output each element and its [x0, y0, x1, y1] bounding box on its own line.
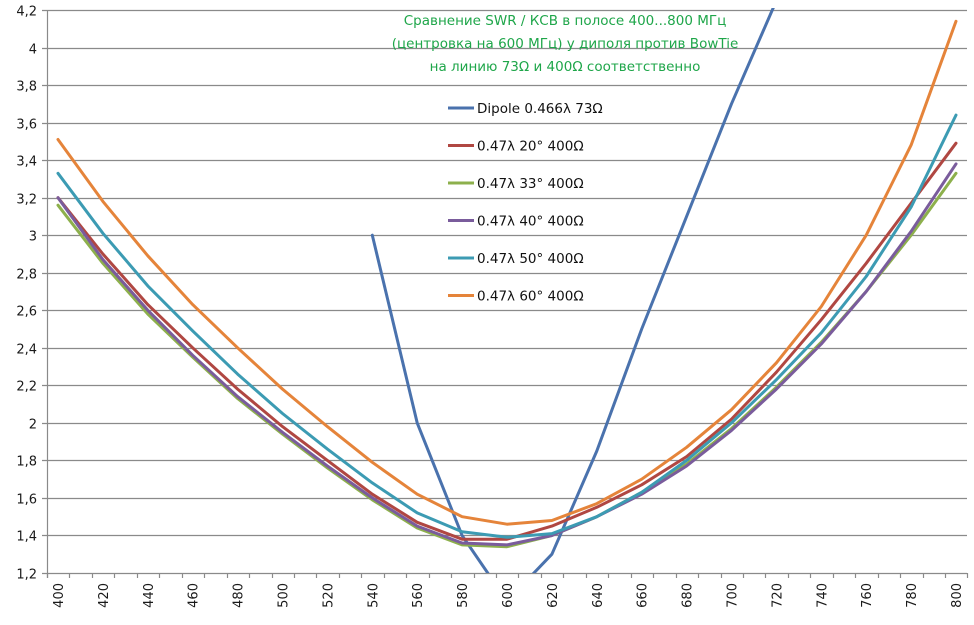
legend-label: 0.47λ 50° 400Ω — [477, 251, 584, 267]
y-tick-label: 3,4 — [16, 155, 37, 170]
x-tick-label: 560 — [411, 583, 426, 608]
y-axis-tick-labels: 1,2 1,4 1,6 1,8 2 2,2 2,4 2,6 2,8 3 3,2 3,4 3,6 3,8 4 4… — [16, 5, 37, 583]
x-tick-label: 460 — [187, 583, 202, 608]
x-tick-label: 520 — [321, 583, 336, 608]
x-axis-tick-labels: 400 420 440 460 480 500 520 540 560 580 600 620 640 6… — [52, 583, 965, 608]
y-tick-label: 1,2 — [16, 568, 37, 583]
legend-item: 0.47λ 60° 400Ω — [448, 289, 584, 305]
y-tick-label: 3,8 — [16, 80, 37, 95]
y-tick-label: 1,4 — [16, 530, 37, 545]
chart-title: Сравнение SWR / КСВ в полосе 400...800 М… — [392, 13, 739, 75]
gridlines — [42, 9, 967, 575]
y-tick-label: 4 — [29, 43, 37, 58]
title-line-2: (центровка на 600 МГц) у диполя против B… — [392, 36, 739, 52]
legend: Dipole 0.466λ 73Ω 0.47λ 20° 400Ω 0.47λ 33°… — [448, 101, 603, 305]
x-tick-label: 540 — [366, 583, 381, 608]
legend-item: 0.47λ 33° 400Ω — [448, 176, 584, 192]
x-tick-label: 620 — [546, 583, 561, 608]
y-tick-label: 2 — [29, 418, 37, 433]
legend-label: 0.47λ 60° 400Ω — [477, 289, 584, 305]
series-line-4 — [56, 113, 958, 539]
x-tick-label: 480 — [232, 583, 247, 608]
legend-item: 0.47λ 20° 400Ω — [448, 139, 584, 155]
title-line-3: на линию 73Ω и 400Ω соответственно — [430, 59, 701, 75]
y-tick-label: 2,8 — [16, 268, 37, 283]
title-line-1: Сравнение SWR / КСВ в полосе 400...800 М… — [404, 13, 727, 29]
x-tick-label: 640 — [591, 583, 606, 608]
legend-label: 0.47λ 20° 400Ω — [477, 139, 584, 155]
y-tick-label: 3,2 — [16, 193, 37, 208]
x-tick-label: 780 — [905, 583, 920, 608]
legend-item: 0.47λ 40° 400Ω — [448, 214, 584, 230]
y-tick-label: 3,6 — [16, 118, 37, 133]
legend-label: Dipole 0.466λ 73Ω — [477, 101, 603, 117]
legend-label: 0.47λ 40° 400Ω — [477, 214, 584, 230]
series-lines — [56, 8, 958, 573]
series-line-1 — [56, 141, 958, 541]
legend-item: 0.47λ 50° 400Ω — [448, 251, 584, 267]
series-line-5 — [56, 19, 958, 526]
y-tick-label: 2,2 — [16, 380, 37, 395]
y-tick-label: 1,8 — [16, 455, 37, 470]
x-tick-label: 660 — [636, 583, 651, 608]
x-tick-label: 420 — [97, 583, 112, 608]
x-tick-label: 400 — [52, 583, 67, 608]
x-tick-label: 720 — [770, 583, 785, 608]
x-tick-label: 500 — [277, 583, 292, 608]
axes — [46, 10, 969, 578]
x-tick-label: 700 — [726, 583, 741, 608]
x-tick-label: 600 — [501, 583, 516, 608]
x-tick-label: 680 — [681, 583, 696, 608]
x-tick-label: 800 — [950, 583, 965, 608]
y-tick-label: 1,6 — [16, 493, 37, 508]
y-tick-label: 2,4 — [16, 343, 37, 358]
series-line-3 — [56, 162, 958, 547]
legend-label: 0.47λ 33° 400Ω — [477, 176, 584, 192]
legend-item: Dipole 0.466λ 73Ω — [448, 101, 603, 117]
y-tick-label: 2,6 — [16, 305, 37, 320]
x-tick-label: 760 — [860, 583, 875, 608]
y-tick-label: 3 — [29, 230, 37, 245]
x-tick-label: 580 — [456, 583, 471, 608]
y-tick-label: 4,2 — [16, 5, 37, 20]
x-tick-label: 440 — [142, 583, 157, 608]
x-tick-label: 740 — [815, 583, 830, 608]
series-line-0 — [370, 8, 775, 573]
